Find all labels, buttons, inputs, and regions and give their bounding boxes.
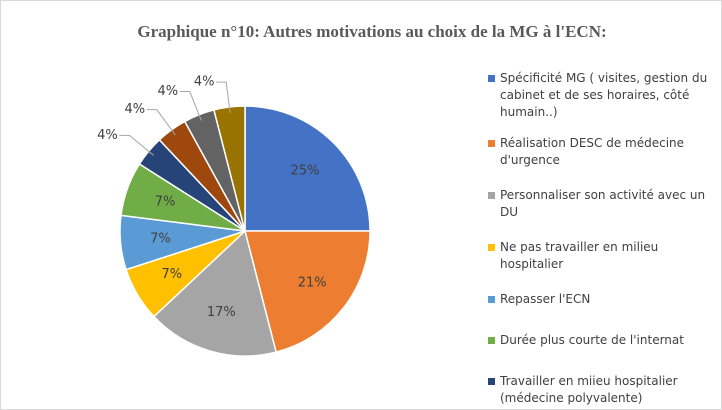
legend-label: Ne pas travailler en milieu hospitalier	[500, 240, 659, 271]
pie-slice	[244, 230, 371, 353]
data-label: 7%	[155, 195, 176, 210]
legend-swatch	[488, 378, 495, 385]
leader-line	[216, 81, 231, 114]
legend-label: Durée plus courte de l'internat	[500, 333, 684, 347]
data-label: 25%	[291, 163, 320, 178]
data-label: 4%	[157, 84, 178, 99]
legend-item: Ne pas travailler en milieu hospitalier	[488, 239, 714, 273]
legend-swatch	[488, 244, 495, 251]
pie-slice	[244, 105, 371, 232]
chart-title: Graphique n°10: Autres motivations au ch…	[137, 22, 606, 41]
legend-swatch	[488, 75, 495, 82]
legend: Spécificité MG ( visites, gestion du cab…	[488, 70, 714, 407]
data-label: 4%	[194, 75, 215, 90]
legend-label: Repasser l'ECN	[500, 292, 591, 306]
legend-label: Personnaliser son activité avec un DU	[500, 188, 706, 219]
legend-label: Travailler en miieu hospitalier (médecin…	[500, 374, 678, 405]
legend-item: Réalisation DESC de médecine d'urgence	[488, 135, 714, 169]
leader-line	[179, 91, 202, 121]
legend-item: Repasser l'ECN	[488, 291, 714, 308]
legend-label: Spécificité MG ( visites, gestion du cab…	[500, 71, 708, 119]
data-label: 4%	[97, 128, 118, 143]
legend-swatch	[488, 337, 495, 344]
data-label: 7%	[162, 267, 183, 282]
legend-swatch	[488, 296, 495, 303]
data-label: 17%	[207, 305, 236, 320]
legend-item: Travailler en miieu hospitalier (médecin…	[488, 373, 714, 407]
pie-slice	[152, 229, 277, 357]
legend-item: Personnaliser son activité avec un DU	[488, 187, 714, 221]
legend-swatch	[488, 192, 495, 199]
data-label: 21%	[298, 276, 327, 291]
data-label: 7%	[150, 231, 171, 246]
legend-item: Spécificité MG ( visites, gestion du cab…	[488, 70, 714, 121]
leader-line	[146, 109, 176, 136]
legend-swatch	[488, 140, 495, 147]
legend-label: Réalisation DESC de médecine d'urgence	[500, 136, 685, 167]
data-label: 4%	[125, 102, 146, 117]
legend-item: Durée plus courte de l'internat	[488, 332, 714, 349]
leader-line	[119, 134, 154, 156]
